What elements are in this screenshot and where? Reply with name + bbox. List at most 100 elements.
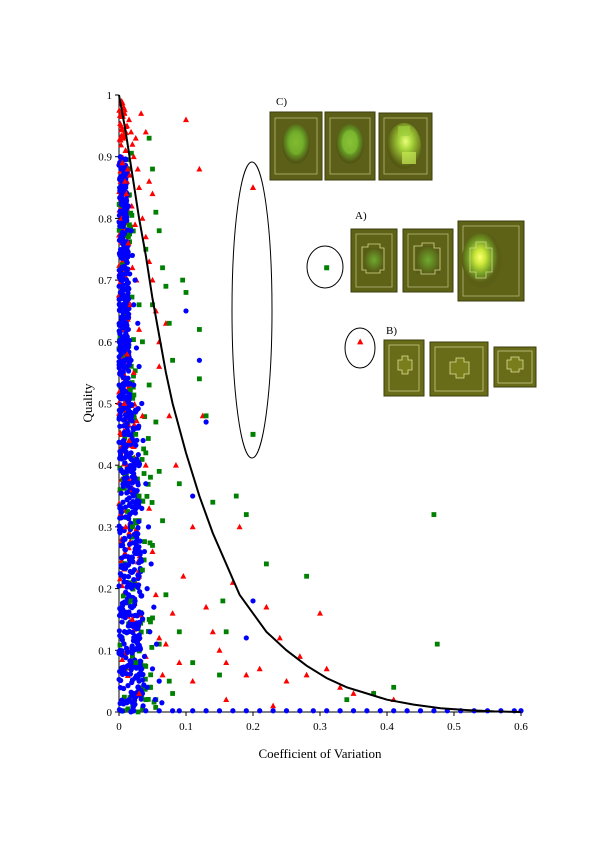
data-point xyxy=(120,593,126,599)
data-point xyxy=(132,277,138,283)
data-point xyxy=(124,663,130,669)
data-point xyxy=(152,591,159,598)
data-point xyxy=(216,708,223,714)
data-point xyxy=(153,705,159,710)
data-point xyxy=(257,708,263,714)
data-point xyxy=(124,334,130,340)
data-point xyxy=(123,452,130,458)
data-point xyxy=(125,203,131,209)
data-point xyxy=(117,249,124,255)
data-point xyxy=(127,671,134,677)
data-point xyxy=(138,593,144,599)
data-point xyxy=(117,642,123,648)
data-point xyxy=(134,437,140,443)
data-point xyxy=(118,699,124,705)
data-point xyxy=(149,276,156,283)
data-point xyxy=(128,466,134,472)
data-point xyxy=(126,362,132,368)
y-tick-label: 1 xyxy=(107,90,113,102)
data-point xyxy=(119,159,126,166)
data-point xyxy=(117,154,123,160)
data-point xyxy=(139,412,146,419)
data-point xyxy=(160,265,165,271)
data-point xyxy=(139,610,145,616)
data-point xyxy=(138,629,144,635)
data-point xyxy=(119,314,125,320)
data-point xyxy=(143,708,149,714)
data-point xyxy=(128,150,134,156)
data-point xyxy=(223,659,230,666)
data-point xyxy=(142,128,149,135)
data-point xyxy=(116,527,123,533)
panel-a-image-1 xyxy=(350,228,398,293)
data-point xyxy=(196,357,202,363)
data-point xyxy=(148,619,153,625)
data-point xyxy=(142,462,149,468)
data-point xyxy=(121,339,127,345)
data-point xyxy=(203,413,209,419)
data-point xyxy=(129,616,136,622)
data-point xyxy=(139,457,145,462)
data-point xyxy=(310,708,316,714)
highlight-point xyxy=(357,338,364,345)
data-point xyxy=(130,569,136,575)
data-point xyxy=(133,646,139,652)
data-point xyxy=(150,166,155,172)
data-point xyxy=(126,306,132,312)
data-point xyxy=(136,326,143,332)
data-point xyxy=(350,690,357,696)
data-point xyxy=(132,221,139,227)
data-point xyxy=(118,396,124,402)
data-point xyxy=(151,699,157,705)
data-point xyxy=(197,327,202,332)
y-tick-label: 0.3 xyxy=(98,522,112,534)
data-point xyxy=(197,376,202,382)
data-point xyxy=(134,165,141,172)
data-point xyxy=(117,505,123,511)
data-point xyxy=(124,424,130,431)
data-point xyxy=(143,450,149,456)
data-point xyxy=(133,417,140,424)
data-point xyxy=(118,122,125,129)
data-point xyxy=(170,708,176,714)
data-point xyxy=(159,700,165,706)
data-point xyxy=(126,623,132,629)
data-point xyxy=(131,471,137,477)
highlight-ellipse-a xyxy=(306,245,344,289)
data-point xyxy=(129,677,136,683)
data-point xyxy=(121,469,127,475)
data-point xyxy=(126,533,132,540)
data-point xyxy=(323,665,330,672)
data-point xyxy=(129,264,136,271)
data-point xyxy=(136,462,142,468)
data-point xyxy=(118,191,125,198)
axes xyxy=(118,95,521,713)
data-point xyxy=(119,440,125,446)
data-point xyxy=(149,645,155,650)
data-point xyxy=(129,141,136,147)
data-point xyxy=(236,523,243,530)
data-point xyxy=(119,652,125,658)
data-point xyxy=(143,481,149,487)
panel-b-image-2 xyxy=(429,341,489,397)
data-point xyxy=(116,365,122,371)
data-point xyxy=(127,401,133,407)
y-tick-label: 0.6 xyxy=(98,337,112,349)
y-tick-label: 0.1 xyxy=(98,645,112,657)
data-point xyxy=(135,480,141,486)
data-point xyxy=(156,634,163,641)
data-point xyxy=(135,406,141,412)
data-point xyxy=(118,572,125,578)
data-point xyxy=(135,584,141,591)
data-point xyxy=(139,505,145,511)
threshold-curve xyxy=(118,94,522,713)
data-point xyxy=(337,708,343,714)
data-point xyxy=(163,283,169,289)
data-point xyxy=(148,561,154,567)
data-point xyxy=(120,172,126,178)
data-point xyxy=(140,339,145,345)
data-point xyxy=(122,615,128,621)
data-point xyxy=(203,603,210,610)
data-point xyxy=(129,650,135,656)
data-point xyxy=(131,708,137,714)
